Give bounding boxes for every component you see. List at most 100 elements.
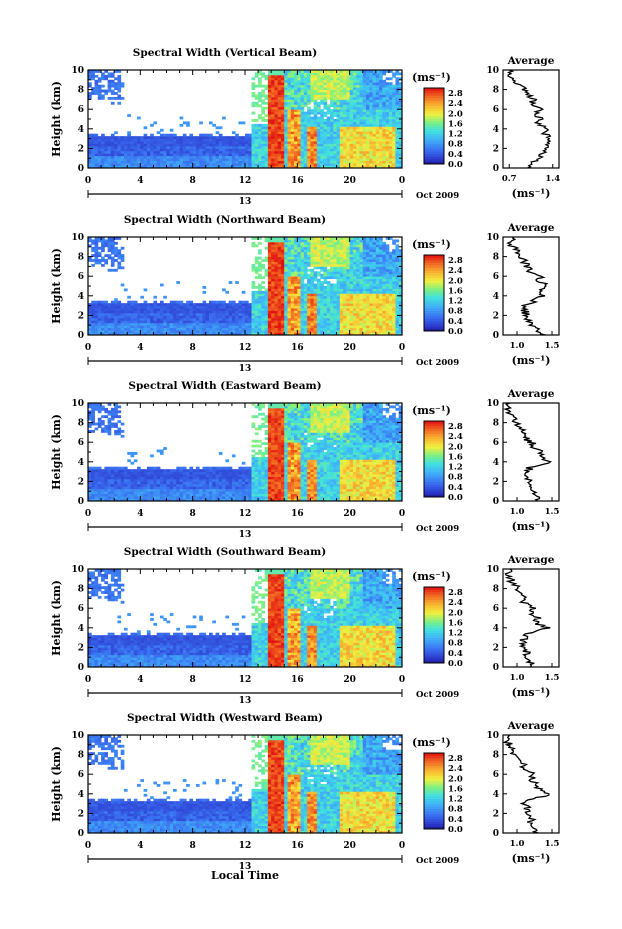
heatmap-cell: [398, 82, 403, 86]
heatmap-cell: [320, 94, 324, 98]
heatmap-cell: [130, 330, 135, 333]
heatmap-cell: [294, 128, 298, 132]
heatmap-cell: [264, 246, 269, 250]
heatmap-cell: [235, 322, 239, 326]
heatmap-cell: [245, 138, 249, 142]
heatmap-cell: [356, 310, 360, 314]
heatmap-cell: [251, 283, 256, 287]
heatmap-cell: [326, 131, 331, 135]
heatmap-cell: [346, 131, 351, 135]
heatmap-cell: [294, 273, 298, 277]
heatmap-cell: [382, 128, 387, 132]
heatmap-cell: [375, 273, 380, 277]
heatmap-cell: [179, 155, 184, 159]
heatmap-cell: [346, 305, 351, 309]
heatmap-cell: [303, 92, 308, 95]
heatmap-cell: [382, 116, 387, 120]
heatmap-cell: [339, 72, 344, 76]
heatmap-cell: [274, 276, 279, 280]
heatmap-cell: [225, 138, 230, 142]
heatmap-cell: [267, 155, 272, 159]
heatmap-cell: [222, 155, 226, 159]
heatmap-cell: [97, 163, 102, 166]
heatmap-cell: [336, 256, 341, 260]
heatmap-cell: [107, 237, 112, 240]
heatmap-cell: [385, 153, 390, 157]
heatmap-cell: [179, 160, 184, 164]
heatmap-cell: [343, 254, 347, 257]
heatmap-cell: [140, 315, 144, 319]
heatmap-cell: [379, 70, 383, 73]
heatmap-cell: [339, 79, 344, 83]
heatmap-cell: [156, 131, 161, 135]
heatmap-cell: [153, 327, 158, 331]
heatmap-cell: [110, 82, 115, 86]
heatmap-cell: [300, 320, 305, 324]
heatmap-cell: [258, 77, 262, 81]
heatmap-cell: [101, 327, 105, 331]
heatmap-cell: [316, 281, 321, 284]
heatmap-cell: [313, 150, 318, 154]
heatmap-cell: [369, 99, 373, 103]
heatmap-cell: [287, 158, 292, 162]
heatmap-cell: [323, 87, 328, 90]
heatmap-cell: [326, 254, 331, 257]
heatmap-cell: [192, 153, 197, 157]
heatmap-cell: [176, 308, 180, 311]
heatmap-cell: [300, 104, 305, 108]
heatmap-cell: [186, 160, 190, 164]
heatmap-cell: [369, 266, 373, 270]
heatmap-cell: [264, 131, 269, 135]
heatmap-cell: [313, 82, 318, 86]
heatmap-cell: [297, 271, 301, 275]
heatmap-cell: [91, 141, 95, 144]
heatmap-cell: [362, 131, 367, 135]
heatmap-cell: [300, 79, 305, 83]
heatmap-cell: [123, 327, 128, 331]
heatmap-cell: [212, 327, 216, 331]
heatmap-cell: [336, 263, 341, 267]
heatmap-cell: [352, 241, 357, 245]
heatmap-cell: [320, 150, 324, 154]
heatmap-cell: [349, 143, 354, 147]
heatmap-cell: [179, 300, 184, 304]
heatmap-cell: [392, 111, 396, 115]
heatmap-cell: [274, 251, 279, 255]
heatmap-cell: [379, 263, 383, 267]
heatmap-cell: [195, 160, 200, 164]
heatmap-cell: [277, 261, 282, 265]
heatmap-cell: [356, 128, 360, 132]
heatmap-cell: [110, 244, 115, 248]
heatmap-cell: [274, 298, 279, 302]
heatmap-cell: [274, 87, 279, 90]
heatmap-cell: [388, 82, 393, 86]
heatmap-cell: [274, 310, 279, 314]
heatmap-cell: [349, 244, 354, 248]
heatmap-cell: [117, 266, 122, 270]
heatmap-cell: [320, 114, 324, 117]
heatmap-cell: [313, 239, 318, 243]
heatmap-cell: [169, 133, 174, 137]
heatmap-cell: [375, 271, 380, 275]
heatmap-cell: [159, 145, 164, 149]
heatmap-cell: [153, 150, 158, 154]
heatmap-cell: [169, 138, 174, 142]
heatmap-cell: [395, 96, 400, 100]
heatmap-cell: [352, 114, 357, 117]
heatmap-cell: [336, 148, 341, 152]
heatmap-cell: [238, 305, 243, 309]
heatmap-cell: [267, 106, 272, 110]
heatmap-cell: [290, 276, 295, 280]
heatmap-cell: [356, 320, 360, 324]
heatmap-cell: [333, 268, 337, 272]
heatmap-cell: [366, 155, 370, 159]
heatmap-cell: [343, 126, 347, 130]
heatmap-cell: [284, 246, 288, 250]
heatmap-cell: [320, 310, 324, 314]
heatmap-cell: [313, 114, 318, 117]
heatmap-cell: [127, 153, 131, 157]
heatmap-cell: [336, 325, 341, 329]
heatmap-cell: [297, 295, 301, 299]
heatmap-cell: [258, 128, 262, 132]
heatmap-cell: [366, 327, 370, 331]
